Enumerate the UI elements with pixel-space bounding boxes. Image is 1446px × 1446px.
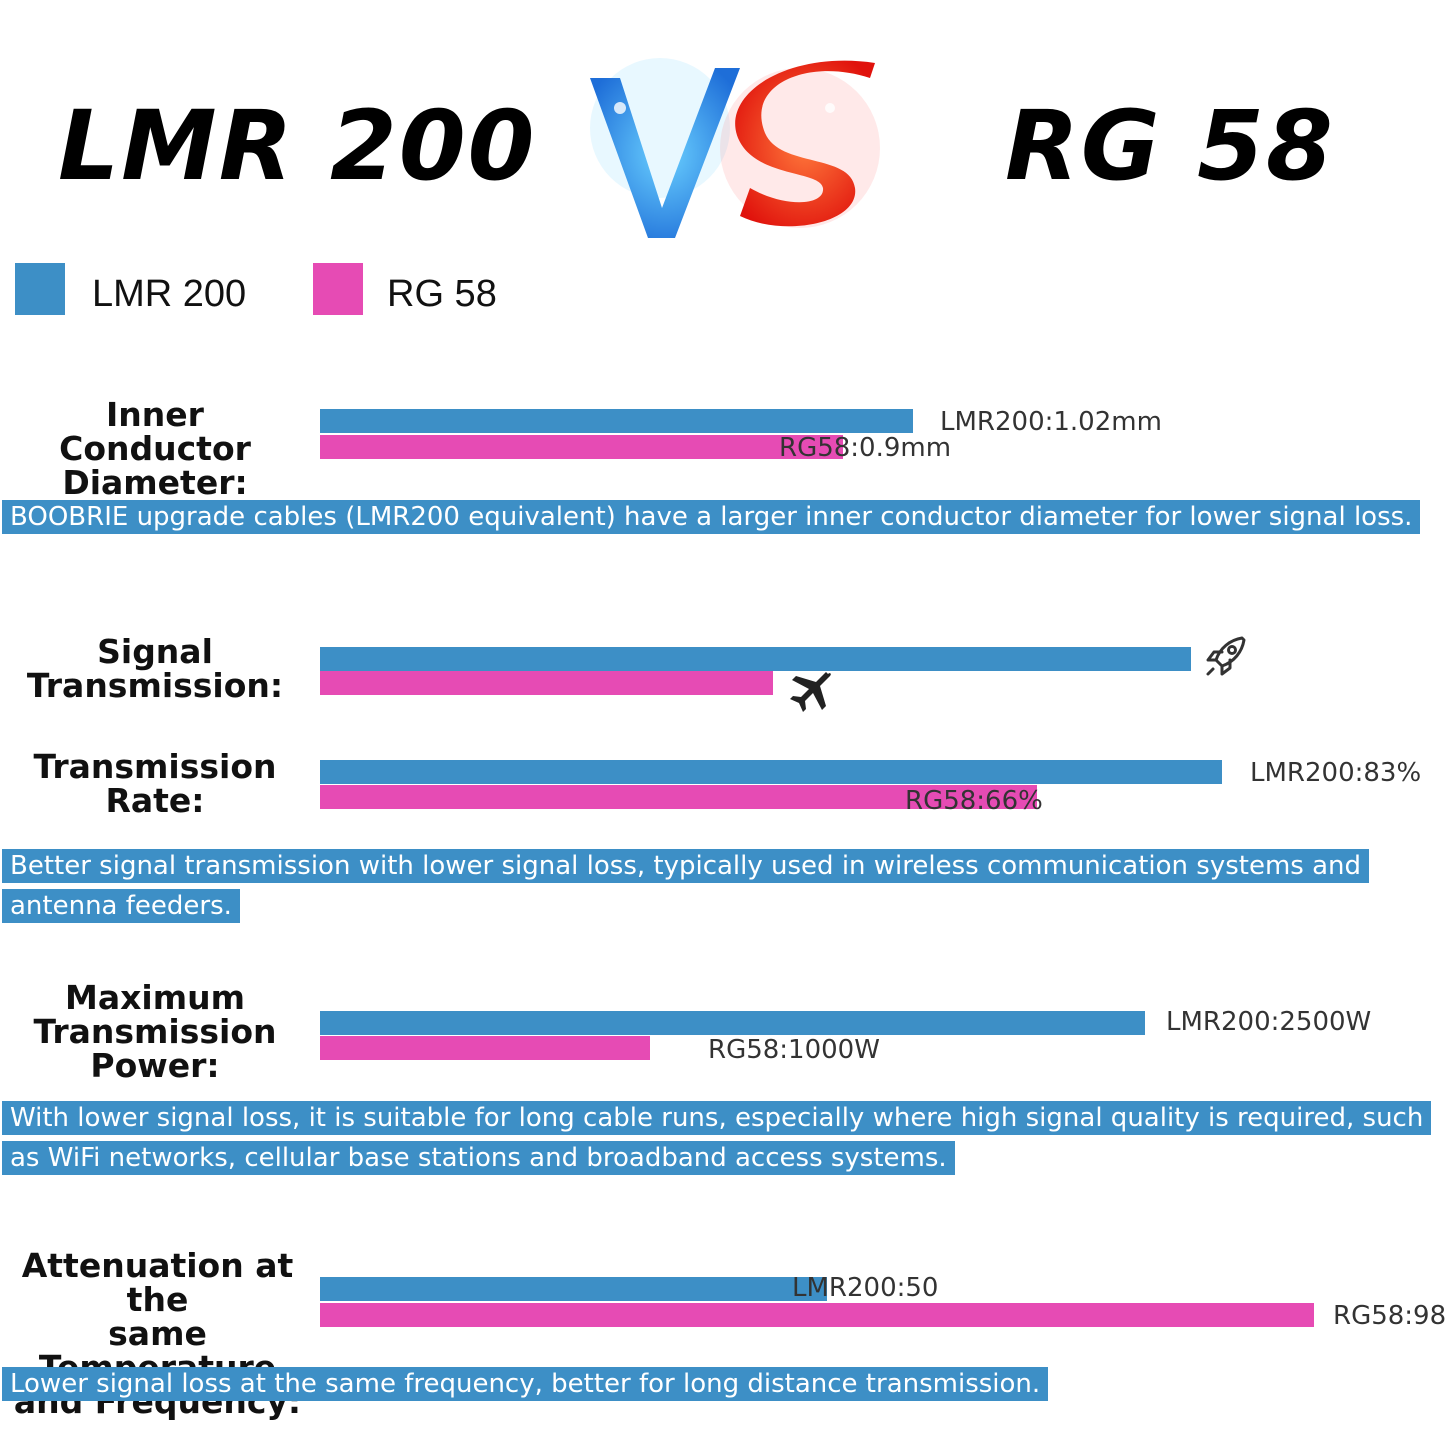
inner-label-line-2: Diameter:	[62, 463, 248, 502]
rocket-icon	[1206, 636, 1246, 676]
atten-lmr-bar	[320, 1277, 827, 1301]
atten-lmr-value-label: LMR200:50	[792, 1273, 939, 1303]
power-label-line-3: Power:	[90, 1046, 220, 1085]
rate-label-line-2: Rate:	[105, 781, 205, 820]
right-title: RG 58	[1005, 90, 1335, 202]
legend-label-rg: RG 58	[387, 273, 497, 315]
vs-logo-icon	[590, 58, 880, 238]
signal-label-line-2: Transmission:	[26, 666, 284, 705]
signal-label-line-1: Signal	[97, 632, 213, 671]
power-lmr-value-label: LMR200:2500W	[1166, 1007, 1372, 1037]
legend-swatch-rg	[313, 263, 363, 315]
rate-lmr-value-label: LMR200:83%	[1250, 758, 1422, 788]
legend-swatch-lmr	[15, 263, 65, 315]
inner-conductor-label: Inner Conductor Diameter:	[5, 398, 305, 500]
rate-rg-bar	[320, 785, 1037, 809]
power-rg-value-label: RG58:1000W	[708, 1035, 880, 1065]
power-note-text: With lower signal loss, it is suitable f…	[2, 1101, 1432, 1175]
inner-note-text: BOOBRIE upgrade cables (LMR200 equivalen…	[2, 500, 1421, 534]
legend-label-lmr: LMR 200	[92, 273, 247, 315]
atten-rg-bar	[320, 1303, 1314, 1327]
power-label-line-1: Maximum	[65, 978, 245, 1017]
inner-lmr-value-label: LMR200:1.02mm	[940, 407, 1162, 437]
rate-note: Better signal transmission with lower si…	[2, 846, 1432, 926]
atten-note: Lower signal loss at the same frequency,…	[2, 1364, 1432, 1404]
transmission-rate-label: Transmission Rate:	[5, 750, 305, 818]
signal-rg-bar	[320, 671, 773, 695]
power-rg-bar	[320, 1036, 650, 1060]
rate-rg-value-label: RG58:66%	[905, 786, 1043, 816]
airplane-icon	[790, 672, 831, 712]
inner-label-line-1: Inner Conductor	[59, 395, 251, 468]
rate-label-line-1: Transmission	[33, 747, 277, 786]
signal-transmission-label: Signal Transmission:	[5, 635, 305, 703]
max-power-label: Maximum Transmission Power:	[5, 981, 305, 1083]
rate-lmr-bar	[320, 760, 1222, 784]
power-note: With lower signal loss, it is suitable f…	[2, 1098, 1432, 1178]
inner-lmr-bar	[320, 409, 913, 433]
rate-note-text: Better signal transmission with lower si…	[2, 849, 1370, 923]
atten-note-text: Lower signal loss at the same frequency,…	[2, 1367, 1049, 1401]
power-lmr-bar	[320, 1011, 1145, 1035]
inner-note: BOOBRIE upgrade cables (LMR200 equivalen…	[2, 497, 1432, 537]
signal-lmr-bar	[320, 647, 1191, 671]
power-label-line-2: Transmission	[33, 1012, 277, 1051]
inner-rg-value-label: RG58:0.9mm	[779, 433, 952, 463]
atten-rg-value-label: RG58:98	[1333, 1301, 1446, 1331]
inner-rg-bar	[320, 435, 843, 459]
atten-label-line-1: Attenuation at the	[21, 1246, 294, 1319]
left-title: LMR 200	[58, 90, 537, 202]
